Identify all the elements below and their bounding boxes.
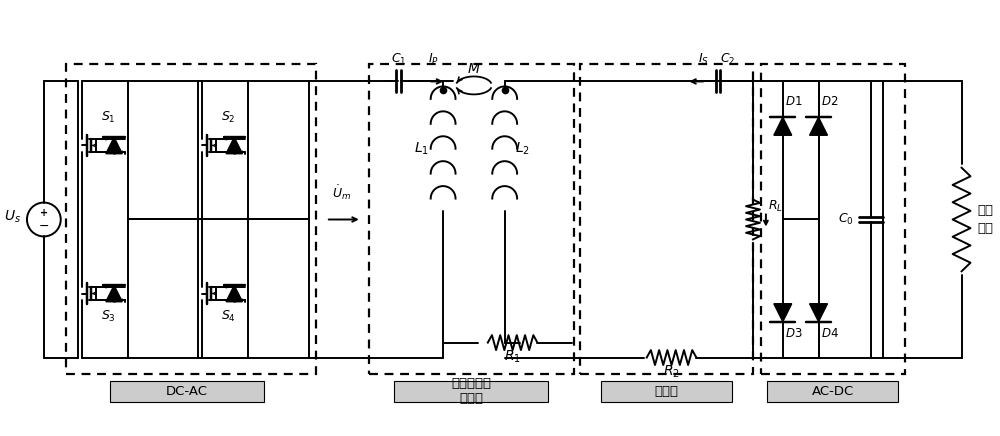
Text: $I_P$: $I_P$ [428,51,439,67]
Text: 实际
负载: 实际 负载 [977,204,993,235]
Text: $R_L$: $R_L$ [768,198,783,214]
Text: $S_4$: $S_4$ [221,308,236,324]
Text: $S_3$: $S_3$ [101,308,116,324]
Text: $U_s$: $U_s$ [4,208,21,225]
Polygon shape [774,304,792,322]
Text: −: − [39,220,49,233]
Polygon shape [810,117,827,135]
Text: $L_1$: $L_1$ [414,140,429,157]
Text: $C_1$: $C_1$ [391,51,406,67]
Text: 三维可旋转
发射器: 三维可旋转 发射器 [451,378,491,405]
Text: $D4$: $D4$ [821,327,838,340]
Polygon shape [106,285,122,302]
Text: $S_2$: $S_2$ [221,109,236,125]
Text: $D3$: $D3$ [785,327,802,340]
Text: $I_S$: $I_S$ [698,51,709,67]
Text: $D1$: $D1$ [785,95,802,109]
Text: $C_2$: $C_2$ [720,51,736,67]
Text: $M$: $M$ [467,62,481,76]
Text: DC-AC: DC-AC [166,385,208,398]
Text: $C_0$: $C_0$ [838,212,853,227]
Text: 接收器: 接收器 [655,385,679,398]
Polygon shape [774,117,792,135]
FancyBboxPatch shape [767,381,898,402]
Text: $R_1$: $R_1$ [504,348,521,365]
Text: $\dot{U}_{m}$: $\dot{U}_{m}$ [332,183,351,202]
FancyBboxPatch shape [110,381,264,402]
Polygon shape [106,137,122,154]
Text: $R_2$: $R_2$ [663,364,680,380]
Text: $S_1$: $S_1$ [101,109,116,125]
FancyBboxPatch shape [601,381,732,402]
Polygon shape [226,137,242,154]
Text: $L_2$: $L_2$ [515,140,530,157]
Text: AC-DC: AC-DC [812,385,854,398]
Text: +: + [40,208,48,218]
Text: $D2$: $D2$ [821,95,838,109]
FancyBboxPatch shape [394,381,548,402]
Polygon shape [810,304,827,322]
Polygon shape [226,285,242,302]
